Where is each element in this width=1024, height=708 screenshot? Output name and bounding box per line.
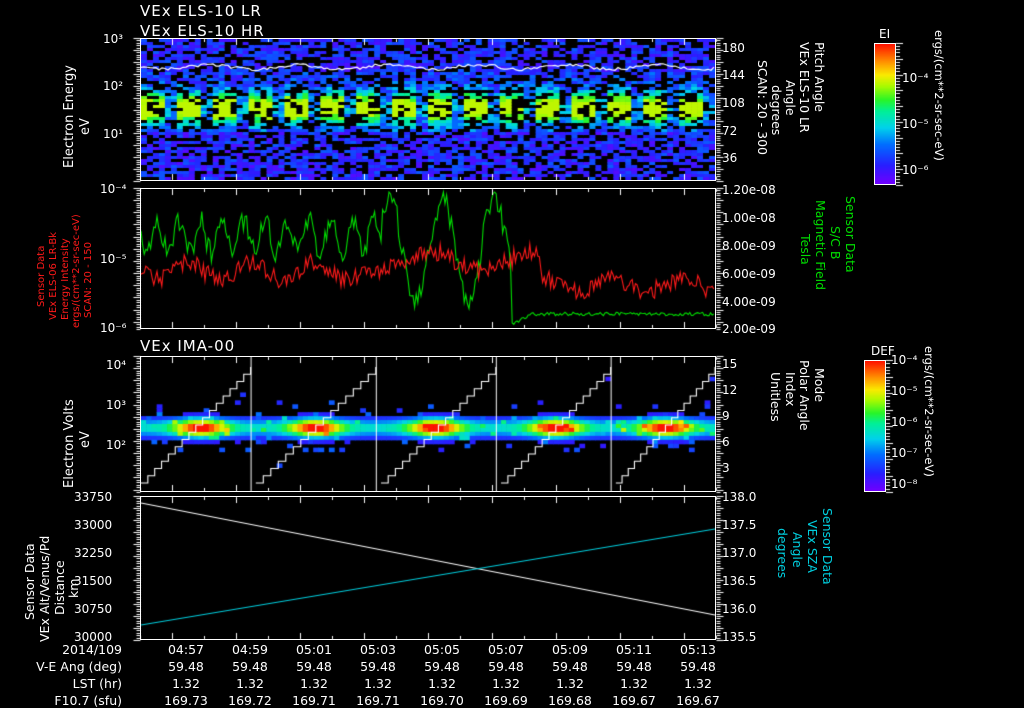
footer-cell: 59.48: [168, 659, 204, 674]
footer-cell: 1.32: [428, 676, 456, 691]
footer-cell: 59.48: [232, 659, 268, 674]
footer-cell: 05:09: [551, 642, 589, 657]
footer-cell: 05:11: [615, 642, 653, 657]
footer-cell: 04:57: [167, 642, 205, 657]
footer-cell: 1.32: [364, 676, 392, 691]
footer-cell: 1.32: [300, 676, 328, 691]
footer-cell: 04:59: [231, 642, 269, 657]
footer-row-label-3: F10.7 (sfu): [54, 693, 122, 708]
footer-cell: 59.48: [360, 659, 396, 674]
footer-cell: 05:05: [423, 642, 461, 657]
footer-cell: 05:13: [679, 642, 717, 657]
footer-cell: 59.48: [552, 659, 588, 674]
footer-cell: 1.32: [684, 676, 712, 691]
footer-cell: 59.48: [424, 659, 460, 674]
footer-cell: 59.48: [680, 659, 716, 674]
footer-cell: 169.71: [292, 693, 336, 708]
footer-cell: 1.32: [236, 676, 264, 691]
footer-cell: 05:01: [295, 642, 333, 657]
footer-cell: 1.32: [620, 676, 648, 691]
footer-cell: 169.73: [164, 693, 208, 708]
footer-row-label-0: 2014/109: [62, 642, 122, 657]
footer-cell: 59.48: [488, 659, 524, 674]
footer-cell: 1.32: [492, 676, 520, 691]
footer-cell: 05:07: [487, 642, 525, 657]
footer-row-label-2: LST (hr): [72, 676, 122, 691]
footer-cell: 169.71: [356, 693, 400, 708]
footer-cell: 169.72: [228, 693, 272, 708]
footer-cell: 169.68: [548, 693, 592, 708]
footer-cell: 59.48: [616, 659, 652, 674]
footer-row-label-1: V-E Ang (deg): [36, 659, 122, 674]
footer-cell: 05:03: [359, 642, 397, 657]
footer-cell: 1.32: [556, 676, 584, 691]
footer-cell: 169.69: [484, 693, 528, 708]
footer-cell: 1.32: [172, 676, 200, 691]
footer-cell: 169.67: [676, 693, 720, 708]
footer-cell: 169.70: [420, 693, 464, 708]
footer-cell: 169.67: [612, 693, 656, 708]
footer-cell: 59.48: [296, 659, 332, 674]
